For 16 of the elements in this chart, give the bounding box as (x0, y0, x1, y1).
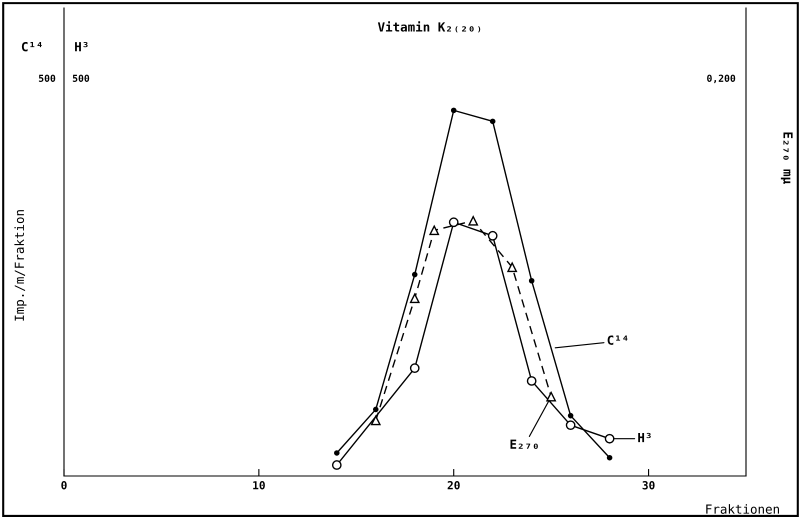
chart-title: Vitamin K₂₍₂₀₎ (378, 21, 480, 32)
x-tick-label: 10 (253, 481, 265, 490)
x-axis-title: Fraktionen (706, 504, 779, 514)
text: C¹⁴ (22, 42, 42, 52)
text: E₂₇₀ (510, 440, 538, 449)
x-tick-label: 30 (642, 481, 655, 490)
legend-label: C¹⁴ (608, 335, 628, 345)
x-tick-label: 20 (448, 481, 460, 490)
text: H³ (75, 42, 88, 52)
text: 0,200 (707, 74, 736, 84)
text: 500 (38, 74, 56, 82)
legend-label: H³ (638, 432, 651, 442)
text: 500 (72, 74, 90, 82)
x-tick-label: 0 (61, 481, 67, 490)
y-axis-title: Imp./m/Fraktion (14, 210, 26, 321)
y3-axis-title: E₂₇₀ mμ (780, 132, 793, 184)
